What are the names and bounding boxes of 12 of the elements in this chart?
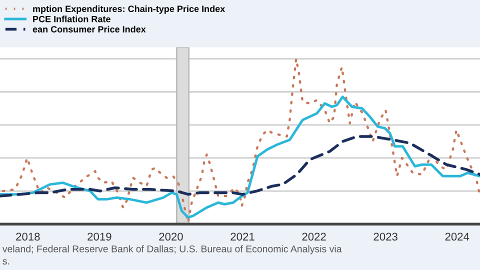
x-tick-label: 2022 — [302, 232, 326, 241]
x-tick-label: 2023 — [374, 232, 398, 241]
x-tick-label: 2024 — [445, 232, 470, 241]
legend-label: ean Consumer Price Index — [32, 26, 146, 32]
x-tick-label: 2020 — [159, 232, 183, 241]
x-tick-label: 2021 — [230, 232, 254, 241]
legend-label: mption Expenditures: Chain-type Price Index — [33, 5, 226, 14]
x-tick-label: 2019 — [88, 232, 112, 241]
legend-label: PCE Inflation Rate — [33, 16, 110, 22]
text: veland; Federal Reserve Bank of Dallas; U.S. Bureau of Economic Analysis via — [2, 245, 342, 254]
x-tick-label: 2018 — [16, 232, 40, 241]
text: s. — [2, 259, 10, 265]
